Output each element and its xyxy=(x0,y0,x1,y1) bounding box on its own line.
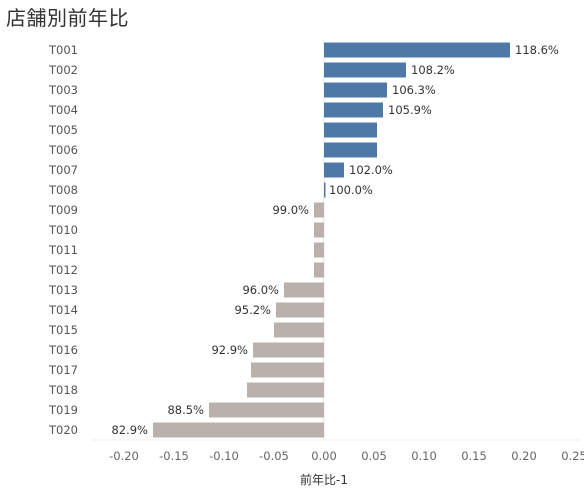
bar-t011[interactable] xyxy=(314,242,324,258)
chart-title: 店舗別前年比 xyxy=(6,6,129,30)
category-label: T020 xyxy=(48,423,78,437)
bar-t014[interactable] xyxy=(276,302,324,318)
category-label: T013 xyxy=(48,283,78,297)
category-label: T009 xyxy=(48,203,78,217)
data-label: 102.0% xyxy=(349,163,393,177)
category-label: T008 xyxy=(48,183,78,197)
data-label: 88.5% xyxy=(167,403,204,417)
bar-t015[interactable] xyxy=(274,322,324,338)
data-label: 96.0% xyxy=(242,283,279,297)
bar-t010[interactable] xyxy=(314,222,324,238)
category-label: T011 xyxy=(48,243,78,257)
x-tick-label: 0.00 xyxy=(311,449,337,463)
data-label: 108.2% xyxy=(411,63,455,77)
bar-t020[interactable] xyxy=(153,422,324,438)
data-label: 106.3% xyxy=(392,83,436,97)
bar-t003[interactable] xyxy=(324,82,387,98)
category-label: T017 xyxy=(48,363,78,377)
x-tick-label: 0.10 xyxy=(411,449,437,463)
bar-t008[interactable] xyxy=(324,182,326,198)
category-label: T002 xyxy=(48,63,78,77)
data-label: 105.9% xyxy=(388,103,432,117)
bar-t016[interactable] xyxy=(253,342,324,358)
data-label: 95.2% xyxy=(234,303,271,317)
category-label: T018 xyxy=(48,383,78,397)
x-tick-label: -0.15 xyxy=(159,449,189,463)
data-label: 100.0% xyxy=(329,183,373,197)
x-tick-label: 0.15 xyxy=(461,449,487,463)
category-label: T015 xyxy=(48,323,78,337)
x-tick-label: 0.20 xyxy=(511,449,537,463)
x-tick-label: -0.05 xyxy=(259,449,289,463)
bar-t012[interactable] xyxy=(314,262,324,278)
category-label: T006 xyxy=(48,143,78,157)
data-label: 82.9% xyxy=(111,423,148,437)
category-label: T007 xyxy=(48,163,78,177)
x-tick-label: -0.10 xyxy=(209,449,239,463)
bar-t001[interactable] xyxy=(324,42,510,58)
category-label: T004 xyxy=(48,103,78,117)
x-tick-label: 0.25 xyxy=(561,449,584,463)
bar-t018[interactable] xyxy=(247,382,324,398)
bar-t005[interactable] xyxy=(324,122,377,138)
category-label: T014 xyxy=(48,303,78,317)
data-label: 118.6% xyxy=(515,43,559,57)
x-tick-label: -0.20 xyxy=(109,449,139,463)
category-label: T019 xyxy=(48,403,78,417)
bar-t004[interactable] xyxy=(324,102,383,118)
bar-t019[interactable] xyxy=(209,402,324,418)
x-axis-title: 前年比-1 xyxy=(300,472,348,487)
data-label: 99.0% xyxy=(272,203,309,217)
data-label: 92.9% xyxy=(211,343,248,357)
category-label: T010 xyxy=(48,223,78,237)
category-label: T012 xyxy=(48,263,78,277)
bar-t002[interactable] xyxy=(324,62,406,78)
x-tick-label: 0.05 xyxy=(361,449,387,463)
bar-t009[interactable] xyxy=(314,202,324,218)
category-label: T016 xyxy=(48,343,78,357)
bar-t007[interactable] xyxy=(324,162,344,178)
bar-t006[interactable] xyxy=(324,142,377,158)
category-label: T003 xyxy=(48,83,78,97)
category-label: T001 xyxy=(48,43,78,57)
category-label: T005 xyxy=(48,123,78,137)
bar-t017[interactable] xyxy=(251,362,324,378)
bar-t013[interactable] xyxy=(284,282,324,298)
